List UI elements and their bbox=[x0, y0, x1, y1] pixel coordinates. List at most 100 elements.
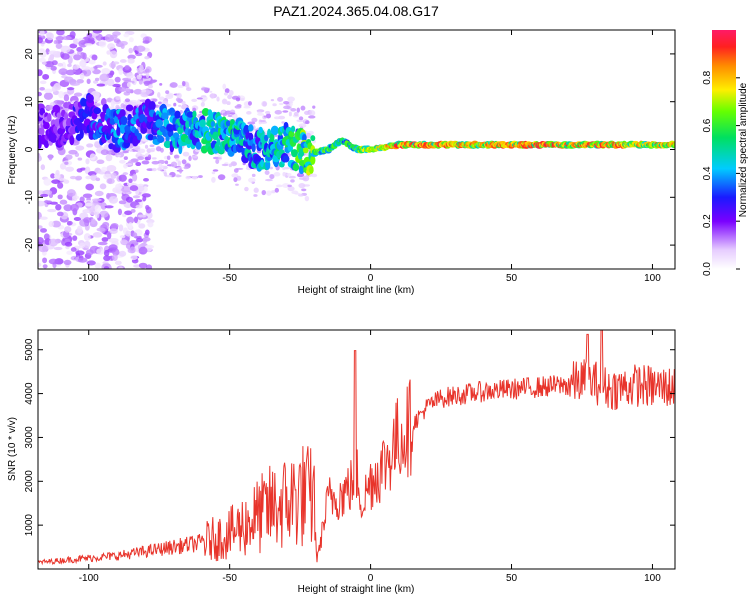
spectrogram-cell bbox=[129, 37, 134, 43]
spectrogram-cell bbox=[76, 78, 84, 84]
spectrogram-cell bbox=[79, 60, 87, 68]
spectrogram-cell bbox=[302, 175, 310, 182]
spectrogram-cell bbox=[130, 208, 136, 213]
spectrogram-cell bbox=[106, 78, 115, 87]
spectrogram-cell bbox=[248, 177, 256, 183]
spectrogram-cell bbox=[69, 135, 75, 146]
spectrogram-cell bbox=[161, 112, 169, 120]
spectrogram-cell bbox=[48, 50, 58, 55]
spectrogram-cell bbox=[172, 132, 180, 139]
spectrogram-cell bbox=[69, 126, 77, 135]
colorbar: 0.0 0.2 0.4 0.6 0.8 Normalized spectral ampl… bbox=[702, 30, 749, 276]
spectrogram-cell bbox=[73, 216, 82, 221]
spectrogram-cell bbox=[70, 247, 77, 252]
spectrogram-cell bbox=[302, 147, 309, 154]
spectrogram-cell bbox=[64, 161, 69, 165]
spectrogram-cell bbox=[261, 100, 268, 107]
spectrogram-cell bbox=[85, 183, 95, 191]
spectrogram-cell bbox=[195, 141, 202, 150]
spectrogram-ytick-label: 0 bbox=[24, 146, 35, 152]
spectrogram-cell bbox=[146, 168, 154, 171]
spectrogram-cell bbox=[94, 262, 101, 269]
spectrogram-cell bbox=[133, 216, 139, 224]
spectrogram-cell bbox=[136, 74, 142, 80]
spectrogram-y-label: Frequency (Hz) bbox=[7, 116, 18, 185]
snr-ytick-label: 2000 bbox=[24, 470, 35, 493]
spectrogram-cell bbox=[296, 119, 305, 123]
spectrogram-cell bbox=[101, 68, 111, 75]
spectrogram-cell bbox=[298, 116, 304, 121]
spectrogram-cell bbox=[287, 186, 295, 192]
spectrogram-cell bbox=[310, 135, 316, 142]
spectrogram-xtick-label: 100 bbox=[644, 273, 661, 284]
spectrogram-cell bbox=[51, 220, 62, 228]
spectrogram-cell bbox=[67, 63, 72, 68]
spectrogram-cell bbox=[126, 72, 134, 79]
spectrogram-cell bbox=[123, 79, 132, 83]
spectrogram-cell bbox=[275, 184, 283, 188]
spectrogram-cell bbox=[270, 125, 279, 136]
spectrogram-cell bbox=[56, 211, 64, 217]
spectrogram-cell bbox=[177, 84, 184, 89]
spectrogram-cell bbox=[64, 241, 73, 247]
spectrogram-cell bbox=[115, 183, 123, 190]
spectrogram-cell bbox=[69, 203, 79, 212]
spectrogram-cell bbox=[222, 83, 227, 90]
spectrogram-cell bbox=[194, 149, 201, 153]
spectrogram-cell bbox=[39, 86, 45, 91]
spectrogram-cell bbox=[133, 88, 143, 95]
spectrogram-cell bbox=[59, 199, 68, 205]
spectrogram-cell bbox=[272, 103, 277, 107]
spectrogram-cell bbox=[50, 65, 57, 71]
spectrogram-cell bbox=[279, 102, 284, 106]
colorbar-tick-label: 0.0 bbox=[702, 262, 713, 276]
spectrogram-cell bbox=[143, 177, 149, 182]
spectrogram-cell bbox=[216, 96, 220, 102]
spectrogram-cell bbox=[222, 112, 227, 117]
spectrogram-cell bbox=[143, 185, 148, 192]
spectrogram-cell bbox=[181, 100, 186, 106]
spectrogram-cell bbox=[86, 260, 96, 266]
spectrogram-cell bbox=[298, 123, 307, 128]
spectrogram-cell bbox=[55, 36, 64, 42]
spectrogram-cell bbox=[109, 50, 118, 59]
spectrogram-ytick-label: -20 bbox=[24, 237, 35, 252]
spectrogram-cell bbox=[135, 162, 142, 167]
spectrogram-cell bbox=[96, 83, 106, 87]
spectrogram-cell bbox=[229, 112, 236, 115]
spectrogram-cell bbox=[126, 163, 133, 166]
spectrogram-cell bbox=[76, 46, 83, 52]
spectrogram-cell bbox=[120, 43, 125, 49]
spectrogram-cell bbox=[293, 111, 299, 117]
spectrogram-cell bbox=[292, 163, 300, 172]
spectrogram-cell bbox=[144, 229, 150, 236]
spectrogram-cell bbox=[273, 172, 281, 177]
spectrogram-cell bbox=[81, 66, 91, 71]
spectrogram-cell bbox=[201, 98, 206, 103]
spectrogram-cell bbox=[147, 134, 154, 141]
spectrogram-cell bbox=[123, 156, 128, 161]
spectrogram-cell bbox=[270, 98, 275, 102]
spectrogram-cell bbox=[149, 144, 155, 148]
spectrogram-cell bbox=[91, 198, 102, 202]
spectrogram-cell bbox=[258, 126, 263, 134]
spectrogram-cell bbox=[121, 185, 131, 193]
spectrogram-cell bbox=[251, 117, 258, 123]
spectrogram-cell bbox=[185, 176, 191, 180]
spectrogram-cell bbox=[163, 140, 172, 149]
spectrogram-cells bbox=[38, 30, 675, 269]
spectrogram-cell bbox=[38, 91, 42, 97]
spectrogram-cell bbox=[305, 132, 312, 139]
spectrogram-cell bbox=[137, 185, 145, 192]
spectrogram-cell bbox=[139, 99, 147, 103]
spectrogram-cell bbox=[144, 81, 150, 87]
spectrogram-cell bbox=[65, 166, 75, 172]
spectrogram-cell bbox=[231, 162, 237, 166]
spectrogram-cell bbox=[165, 90, 170, 94]
spectrogram-cell bbox=[99, 73, 110, 82]
spectrogram-cell bbox=[145, 204, 150, 210]
spectrogram-cell bbox=[115, 95, 121, 100]
spectrogram-cell bbox=[105, 150, 116, 155]
spectrogram-cell bbox=[124, 125, 133, 132]
spectrogram-cell bbox=[135, 204, 143, 209]
